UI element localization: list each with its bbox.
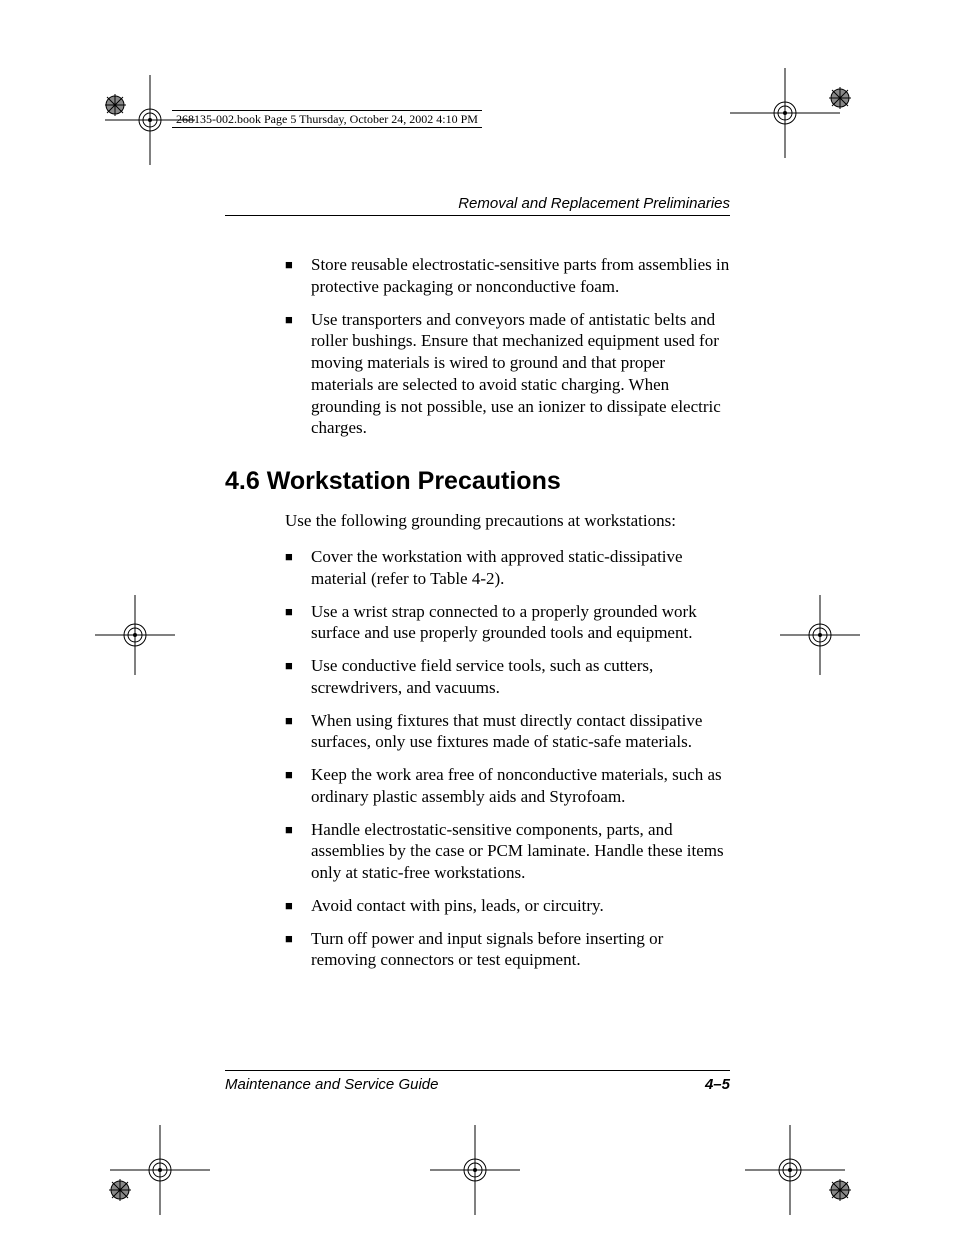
registration-mark-icon — [105, 75, 195, 165]
registration-mark-icon — [730, 58, 860, 168]
list-item: Use transporters and conveyors made of a… — [285, 309, 730, 440]
registration-mark-icon — [735, 1120, 865, 1220]
registration-mark-icon — [95, 595, 175, 675]
registration-mark-icon — [780, 595, 860, 675]
registration-mark-icon — [100, 1120, 220, 1220]
top-bullet-list: Store reusable electrostatic-sensitive p… — [225, 254, 730, 439]
list-item: Cover the workstation with approved stat… — [285, 546, 730, 590]
section-intro: Use the following grounding precautions … — [285, 510, 730, 532]
registration-mark-icon — [430, 1125, 520, 1215]
list-item: Store reusable electrostatic-sensitive p… — [285, 254, 730, 298]
list-item: Avoid contact with pins, leads, or circu… — [285, 895, 730, 917]
print-header-text: 268135-002.book Page 5 Thursday, October… — [172, 110, 482, 128]
section-heading: 4.6 Workstation Precautions — [225, 467, 730, 496]
list-item: Use conductive field service tools, such… — [285, 655, 730, 699]
footer-left: Maintenance and Service Guide — [225, 1076, 438, 1093]
print-header: 268135-002.book Page 5 Thursday, October… — [172, 112, 482, 127]
list-item: Handle electrostatic-sensitive component… — [285, 819, 730, 884]
list-item: Use a wrist strap connected to a properl… — [285, 601, 730, 645]
section-bullet-list: Cover the workstation with approved stat… — [225, 546, 730, 971]
page-footer: Maintenance and Service Guide 4–5 — [225, 1070, 730, 1093]
footer-right: 4–5 — [705, 1076, 730, 1093]
chapter-title: Removal and Replacement Preliminaries — [225, 195, 730, 216]
list-item: Turn off power and input signals before … — [285, 928, 730, 972]
list-item: When using fixtures that must directly c… — [285, 710, 730, 754]
list-item: Keep the work area free of nonconductive… — [285, 764, 730, 808]
page-content: Removal and Replacement Preliminaries St… — [225, 195, 730, 995]
